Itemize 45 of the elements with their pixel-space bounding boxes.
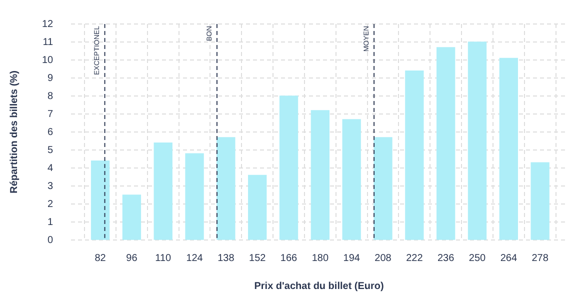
y-axis-title: Répartition des billets (%)	[8, 70, 20, 194]
x-tick-label: 222	[406, 252, 424, 264]
x-tick-label: 110	[155, 252, 172, 264]
x-tick-label: 264	[500, 252, 518, 264]
y-tick-label: 6	[48, 126, 54, 138]
y-tick-label: 10	[42, 54, 54, 66]
x-tick-label: 180	[312, 252, 329, 264]
y-tick-label: 1	[48, 216, 54, 228]
y-tick-label: 8	[48, 90, 54, 102]
y-tick-label: 5	[48, 144, 54, 156]
x-tick-label: 208	[374, 252, 392, 264]
bar	[468, 42, 487, 240]
bar	[374, 137, 392, 240]
x-tick-label: 236	[437, 252, 455, 264]
bar	[499, 58, 518, 240]
bar	[530, 162, 550, 240]
x-tick-label: 166	[280, 252, 298, 264]
bar	[436, 47, 456, 240]
bar	[216, 137, 236, 240]
x-tick-label: 124	[186, 252, 204, 264]
y-tick-label: 3	[48, 180, 54, 192]
bar	[90, 160, 110, 240]
y-tick-label: 9	[48, 72, 54, 84]
x-tick-label: 250	[468, 252, 486, 264]
x-tick-label: 82	[94, 252, 106, 264]
y-tick-label: 0	[48, 234, 54, 246]
y-tick-label: 4	[48, 162, 54, 174]
bar	[185, 153, 204, 240]
x-tick-label: 152	[249, 252, 266, 264]
y-tick-label: 12	[42, 18, 54, 30]
x-axis-title: Prix d'achat du billet (Euro)	[254, 280, 384, 292]
x-tick-label: 278	[532, 252, 549, 264]
bar	[154, 142, 172, 240]
x-tick-label: 138	[218, 252, 235, 264]
bar	[279, 96, 298, 240]
bar	[310, 110, 330, 240]
x-tick-label: 194	[343, 252, 360, 264]
x-tick-label: 96	[126, 252, 138, 264]
y-tick-label: 11	[42, 36, 54, 48]
y-tick-label: 7	[48, 108, 54, 120]
bar	[405, 70, 424, 240]
bar	[342, 119, 361, 240]
bar	[122, 194, 142, 240]
y-tick-label: 2	[48, 198, 54, 210]
bar	[248, 174, 267, 240]
